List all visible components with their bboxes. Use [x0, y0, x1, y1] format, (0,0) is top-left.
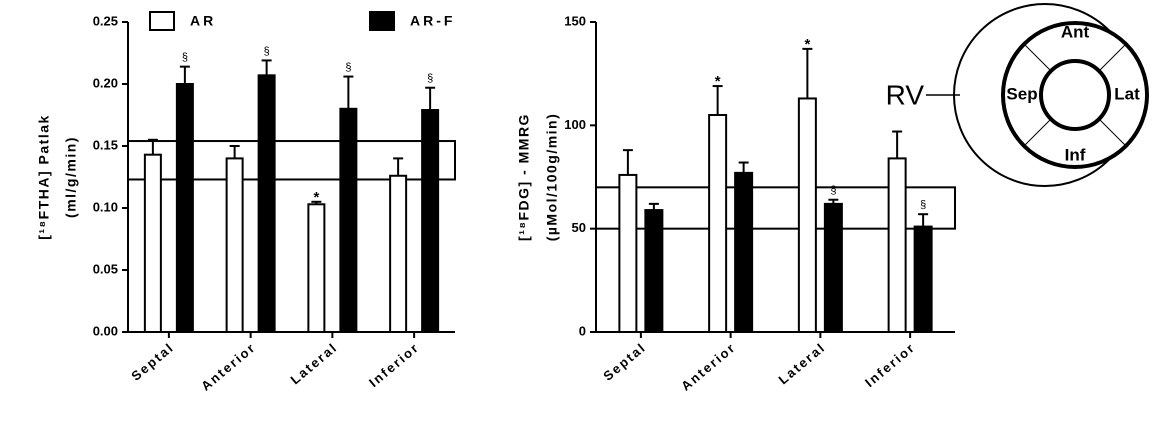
- reference-band: [595, 186, 956, 230]
- x-tick-label: Anterior: [198, 339, 259, 393]
- y-tick-label: 100: [564, 117, 586, 132]
- x-tick-label: Septal: [600, 339, 649, 383]
- bar: [887, 157, 907, 333]
- significance-mark: §: [345, 61, 351, 73]
- bar: [734, 171, 754, 333]
- bar: [644, 209, 664, 333]
- y-axis-label: [¹⁸FDG] - MMRG: [516, 113, 532, 241]
- segment-divider: [1098, 118, 1127, 147]
- x-tick-label: Inferior: [366, 339, 422, 390]
- y-tick-label: 0.15: [93, 137, 118, 152]
- significance-mark: §: [182, 52, 188, 64]
- bar: [307, 203, 326, 333]
- x-tick-label: Inferior: [862, 339, 918, 390]
- significance-mark: *: [715, 73, 721, 90]
- bar: [389, 174, 408, 333]
- legend-label: AR-F: [410, 13, 455, 29]
- bar: [618, 173, 638, 333]
- x-tick-label: Anterior: [678, 339, 739, 393]
- y-axis-label: (ml/g/min): [63, 136, 79, 218]
- significance-mark: §: [427, 73, 433, 85]
- segment-label: Ant: [1061, 22, 1090, 41]
- legend-swatch: [149, 11, 175, 31]
- segment-divider: [1098, 43, 1127, 72]
- bar: [257, 74, 276, 333]
- reference-band: [127, 140, 456, 181]
- segment-label: Lat: [1114, 84, 1140, 103]
- y-tick-label: 0.20: [93, 75, 118, 90]
- significance-mark: *: [313, 189, 319, 206]
- x-tick-label: Lateral: [775, 339, 828, 387]
- significance-mark: §: [920, 199, 926, 211]
- chart: 0.00 0.05 0.10 0.15 0.20 0.25 [¹⁸FTHA] Patlak (…: [36, 11, 456, 394]
- segment-label: Sep: [1006, 84, 1037, 103]
- bar: [175, 83, 194, 333]
- segment-label: Inf: [1065, 145, 1086, 164]
- heart-diagram: Ant Lat Inf Sep RV: [886, 3, 1149, 187]
- lv-cavity: [1039, 59, 1111, 131]
- bar: [823, 202, 843, 333]
- segment-divider: [1023, 118, 1052, 147]
- chart: 0 50 100 150 [¹⁸FDG] - MMRG (µMol/100g/min) Se…: [516, 13, 956, 394]
- bar: [797, 97, 817, 334]
- bar: [913, 225, 933, 334]
- bar: [421, 109, 440, 334]
- bar: [143, 153, 162, 333]
- significance-mark: §: [264, 45, 270, 57]
- rv-label: RV: [886, 79, 925, 110]
- y-tick-label: 0.00: [93, 323, 118, 338]
- y-tick-label: 50: [572, 220, 586, 235]
- x-tick-label: Lateral: [287, 339, 340, 387]
- bar: [225, 157, 244, 333]
- y-tick-label: 150: [564, 13, 586, 28]
- legend-label: AR: [190, 13, 216, 29]
- y-tick-label: 0.05: [93, 261, 118, 276]
- bar: [708, 114, 728, 333]
- bar: [339, 107, 358, 333]
- legend-swatch: [369, 11, 395, 31]
- y-tick-label: 0: [579, 323, 586, 338]
- y-axis-label: [¹⁸FTHA] Patlak: [36, 114, 52, 240]
- y-tick-label: 0.25: [93, 13, 118, 28]
- x-tick-label: Septal: [128, 339, 177, 383]
- y-tick-label: 0.10: [93, 199, 118, 214]
- significance-mark: §: [830, 185, 836, 197]
- segment-divider: [1023, 43, 1052, 72]
- significance-mark: *: [804, 36, 810, 53]
- y-axis-label: (µMol/100g/min): [544, 113, 560, 242]
